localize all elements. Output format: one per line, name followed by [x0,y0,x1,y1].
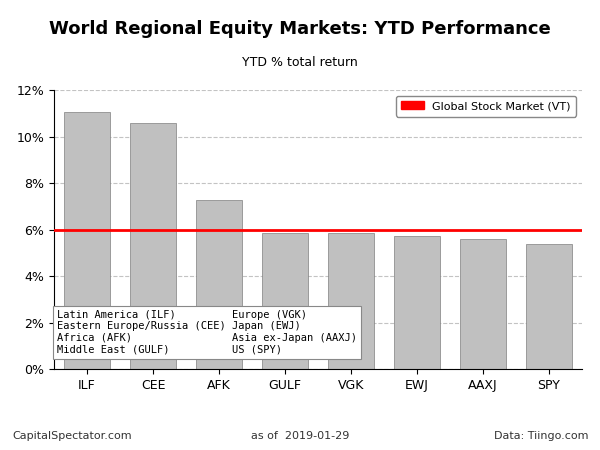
Bar [196,200,242,369]
Bar [262,233,308,369]
Bar [394,236,440,369]
Text: as of  2019-01-29: as of 2019-01-29 [251,431,349,441]
Text: YTD % total return: YTD % total return [242,56,358,69]
Bar [328,233,374,369]
Legend: Global Stock Market (VT): Global Stock Market (VT) [396,95,577,117]
Bar [130,122,176,369]
Bar [460,239,506,369]
Text: World Regional Equity Markets: YTD Performance: World Regional Equity Markets: YTD Perfo… [49,20,551,38]
Text: Data: Tiingo.com: Data: Tiingo.com [493,431,588,441]
Bar [526,244,572,369]
Text: CapitalSpectator.com: CapitalSpectator.com [12,431,131,441]
Bar [64,112,110,369]
Text: Latin America (ILF)         Europe (VGK)
Eastern Europe/Russia (CEE) Japan (EWJ): Latin America (ILF) Europe (VGK) Eastern… [58,310,358,355]
